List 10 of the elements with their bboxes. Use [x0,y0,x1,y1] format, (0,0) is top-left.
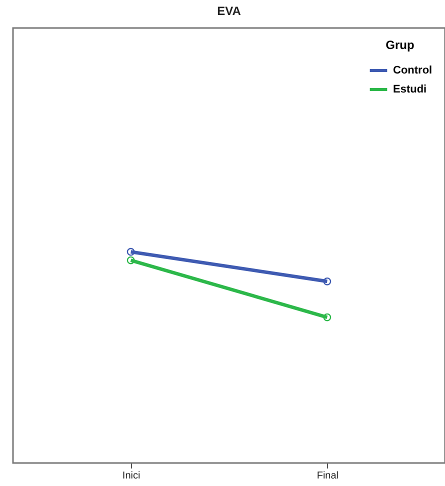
chart-title: EVA [217,4,242,18]
legend-title: Grup [386,38,414,52]
x-tick-label: Inici [122,470,140,482]
point [323,313,332,322]
point [323,277,332,286]
point [126,256,135,264]
point [126,248,135,256]
legend-label: Control [393,64,432,76]
x-tick-label: Final [316,470,339,482]
legend-label: Estudi [393,84,427,96]
